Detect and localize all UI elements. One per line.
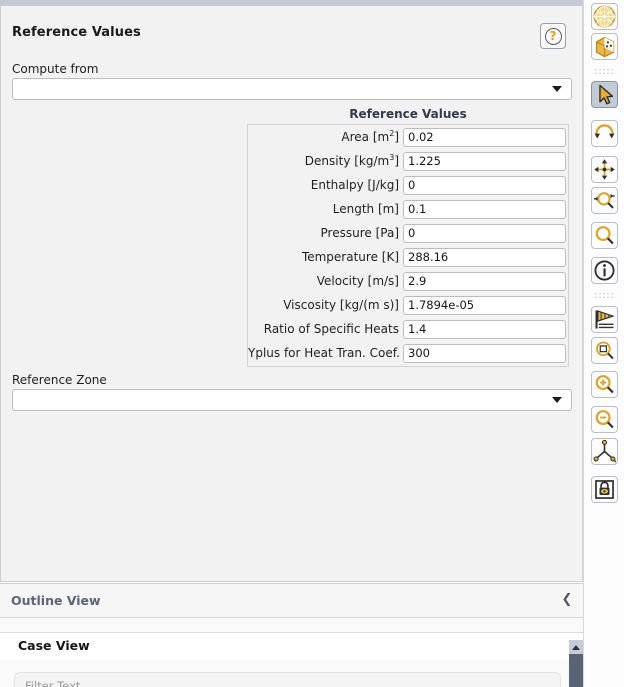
scrollbar-thumb[interactable] bbox=[569, 654, 583, 687]
reference-value-input[interactable]: 0.02 bbox=[403, 127, 566, 147]
mesh-sphere-button[interactable] bbox=[591, 3, 618, 30]
reference-value-row: Yplus for Heat Tran. Coef. 300 bbox=[248, 341, 568, 365]
ruler-flag-icon bbox=[595, 310, 615, 329]
pan-button[interactable] bbox=[591, 156, 618, 183]
reference-value-label: Enthalpy [J/kg] bbox=[310, 178, 399, 192]
toolbar-separator bbox=[594, 68, 615, 75]
zoom-in-icon bbox=[595, 375, 614, 394]
reference-value-input[interactable]: 1.4 bbox=[403, 319, 566, 339]
page-title: Reference Values bbox=[12, 25, 141, 40]
reference-value-label: Viscosity [kg/(m s)] bbox=[283, 298, 399, 312]
outline-view-title: Outline View bbox=[11, 593, 101, 608]
chevron-left-icon[interactable]: ❮ bbox=[561, 592, 573, 607]
reference-zone-select[interactable] bbox=[12, 389, 572, 411]
tab-task-page[interactable]: Task Page bbox=[8, 0, 70, 1]
reference-value-label: Density [kg/m3] bbox=[304, 153, 399, 169]
magnifier-button[interactable] bbox=[591, 222, 618, 249]
reference-value-input[interactable]: 1.225 bbox=[403, 151, 566, 171]
reference-value-input[interactable]: 288.16 bbox=[403, 247, 566, 267]
pointer-button[interactable] bbox=[591, 81, 618, 108]
reference-value-label: Velocity [m/s] bbox=[316, 274, 399, 288]
lock-view-button[interactable] bbox=[591, 476, 618, 503]
tab-strip: Task Page bbox=[0, 0, 583, 6]
filter-placeholder-text: Filter Text bbox=[25, 679, 81, 687]
reference-value-row: Viscosity [kg/(m s)] 1.7894e-05 bbox=[248, 293, 568, 317]
zoom-region-icon bbox=[596, 341, 614, 360]
reference-value-label: Temperature [K] bbox=[301, 250, 399, 264]
reference-value-row: Velocity [m/s] 2.9 bbox=[248, 269, 568, 293]
case-view-panel: Case View Filter Text bbox=[0, 618, 583, 687]
zoom-in-button[interactable] bbox=[591, 371, 618, 398]
axis-triad-icon bbox=[593, 439, 616, 463]
reference-value-row: Enthalpy [J/kg] 0 bbox=[248, 173, 568, 197]
lock-view-icon bbox=[595, 480, 614, 499]
reference-value-row: Temperature [K] 288.16 bbox=[248, 245, 568, 269]
reference-value-label: Pressure [Pa] bbox=[320, 226, 399, 240]
reference-value-label: Area [m2] bbox=[341, 129, 399, 145]
help-button[interactable]: ? bbox=[540, 23, 566, 49]
reference-value-row: Ratio of Specific Heats 1.4 bbox=[248, 317, 568, 341]
bounding-box-button[interactable] bbox=[591, 33, 618, 60]
scroll-up-arrow-icon[interactable] bbox=[569, 640, 583, 654]
reference-value-row: Density [kg/m3] 1.225 bbox=[248, 149, 568, 173]
zoom-fit-button[interactable] bbox=[591, 187, 618, 214]
reference-value-input[interactable]: 0.1 bbox=[403, 199, 566, 219]
case-view-header bbox=[0, 632, 583, 660]
task-page-panel: Reference Values ? Compute from Referenc… bbox=[0, 6, 583, 582]
magnifier-icon bbox=[595, 226, 614, 245]
reference-value-row: Pressure [Pa] 0 bbox=[248, 221, 568, 245]
reference-value-input[interactable]: 0 bbox=[403, 175, 566, 195]
bounding-box-icon bbox=[595, 36, 615, 58]
reference-value-row: Area [m2] 0.02 bbox=[248, 125, 568, 149]
case-view-title: Case View bbox=[18, 638, 90, 653]
zoom-region-button[interactable] bbox=[591, 337, 618, 364]
reference-value-label: Yplus for Heat Tran. Coef. bbox=[248, 346, 400, 360]
outline-view-header[interactable]: Outline View ❮ bbox=[0, 583, 583, 618]
reference-value-input[interactable]: 300 bbox=[403, 343, 566, 363]
case-view-filter-input[interactable]: Filter Text bbox=[14, 672, 561, 687]
case-view-scrollbar[interactable] bbox=[569, 640, 583, 687]
mesh-sphere-icon bbox=[593, 5, 616, 28]
info-icon bbox=[594, 260, 615, 281]
question-mark-icon: ? bbox=[544, 27, 562, 45]
chevron-down-icon bbox=[552, 397, 562, 403]
ruler-flag-button[interactable] bbox=[591, 306, 618, 333]
reference-zone-label: Reference Zone bbox=[12, 373, 107, 387]
reference-value-input[interactable]: 1.7894e-05 bbox=[403, 295, 566, 315]
rotate-icon bbox=[594, 124, 615, 139]
chevron-down-icon bbox=[552, 86, 562, 92]
reference-values-heading: Reference Values bbox=[349, 107, 467, 121]
zoom-out-icon bbox=[595, 410, 614, 429]
reference-value-input[interactable]: 2.9 bbox=[403, 271, 566, 291]
pan-icon bbox=[594, 159, 615, 180]
info-button[interactable] bbox=[591, 257, 618, 284]
reference-value-input[interactable]: 0 bbox=[403, 223, 566, 243]
reference-values-table: Area [m2] 0.02 Density [kg/m3] 1.225 Enthalp… bbox=[247, 124, 569, 367]
reference-value-label: Length [m] bbox=[332, 202, 399, 216]
compute-from-label: Compute from bbox=[12, 62, 99, 76]
reference-value-row: Length [m] 0.1 bbox=[248, 197, 568, 221]
compute-from-select[interactable] bbox=[12, 78, 572, 100]
toolbar-separator bbox=[594, 292, 615, 299]
rotate-button[interactable] bbox=[591, 120, 618, 147]
graphics-toolbar bbox=[583, 0, 624, 687]
reference-value-label: Ratio of Specific Heats bbox=[263, 322, 399, 336]
zoom-out-button[interactable] bbox=[591, 406, 618, 433]
axis-triad-button[interactable] bbox=[591, 438, 618, 465]
zoom-fit-icon bbox=[594, 192, 615, 209]
pointer-icon bbox=[599, 84, 614, 105]
